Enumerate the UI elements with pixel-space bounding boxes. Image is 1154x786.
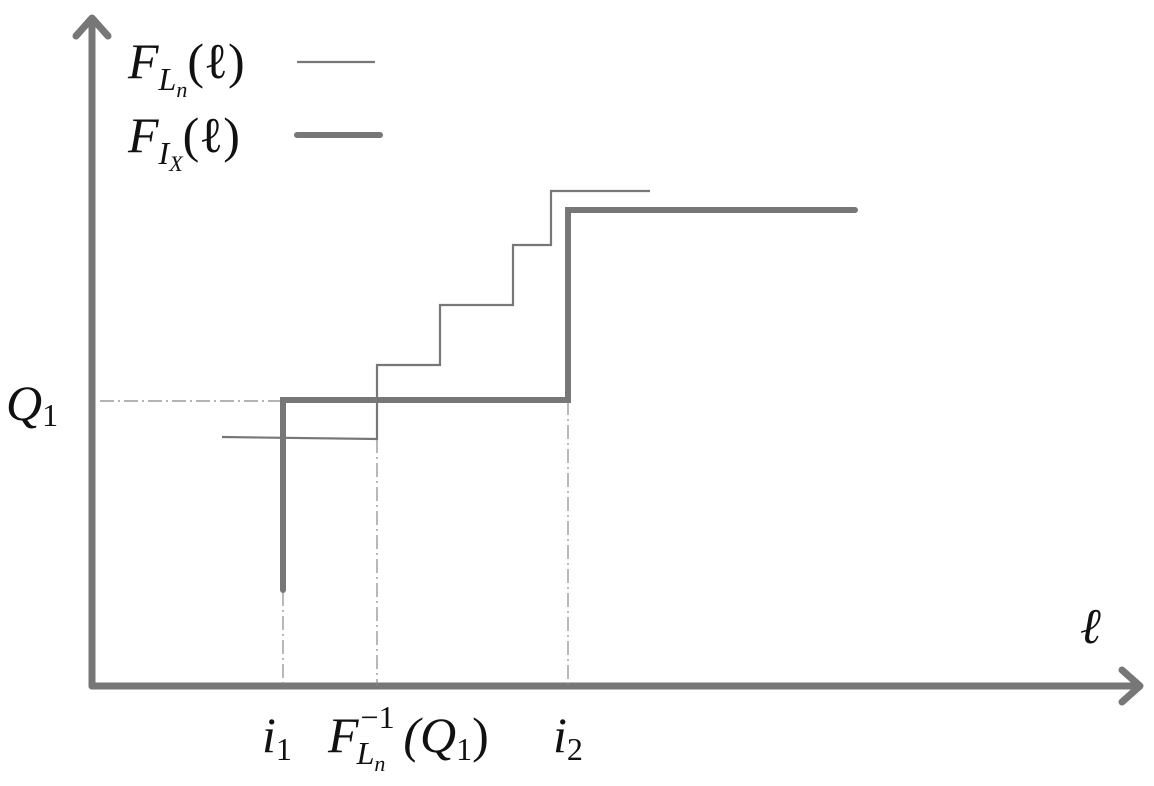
y-marker: Q1 <box>6 375 58 433</box>
marker-sub: 2 <box>567 731 583 767</box>
x-axis <box>88 666 1144 706</box>
legend-main: F <box>127 107 159 163</box>
legend-arg: (ℓ) <box>183 107 240 163</box>
legend-main: F <box>127 33 159 89</box>
legend-subsub: X <box>168 151 184 176</box>
legend-arg: (ℓ) <box>187 33 244 89</box>
marker-sub: 1 <box>276 731 292 767</box>
x-marker: i2 <box>553 707 583 767</box>
x-axis-label: ℓ <box>1080 598 1101 654</box>
marker-sub: 1 <box>42 397 58 433</box>
x-marker: F−1 Ln (Q1) <box>327 699 489 776</box>
marker-main: F <box>327 707 359 763</box>
marker-sub: L <box>356 735 375 771</box>
legend-label: FIX(ℓ) <box>127 107 240 176</box>
interval-step <box>280 207 858 593</box>
marker-main: Q <box>6 375 42 431</box>
marker-arg: (Q <box>403 707 456 763</box>
marker-argsub: 1 <box>456 731 472 767</box>
legend-sub: I <box>158 135 171 171</box>
legend-label: FLn(ℓ) <box>127 33 245 102</box>
y-axis <box>72 14 112 690</box>
legend-subsub: n <box>176 77 187 102</box>
marker-close: ) <box>472 707 489 763</box>
marker-main: i <box>262 707 276 763</box>
marker-main: i <box>553 707 567 763</box>
guide-lines <box>100 400 569 686</box>
legend-sub: L <box>158 61 177 97</box>
marker-subsub: n <box>374 751 385 776</box>
x-marker: i1 <box>262 707 292 767</box>
marker-sup: −1 <box>361 699 395 735</box>
